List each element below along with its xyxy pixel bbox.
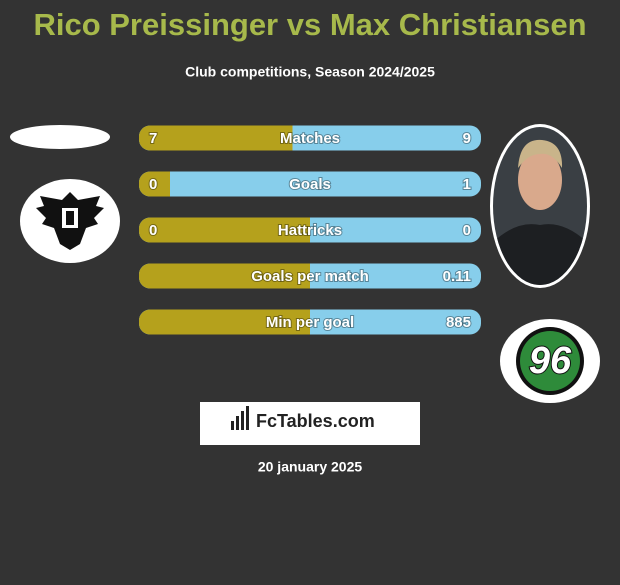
right-value: 9 [463, 130, 471, 147]
stat-label: Goals per match [251, 268, 369, 285]
title: Rico Preissinger vs Max Christiansen [33, 7, 586, 42]
stat-label: Min per goal [266, 314, 354, 331]
subtitle: Club competitions, Season 2024/2025 [185, 64, 435, 80]
left-value: 0 [149, 176, 157, 193]
bar-left [139, 263, 310, 289]
player-photo [490, 124, 590, 288]
right-value: 885 [446, 314, 471, 331]
bar-left [139, 125, 293, 151]
bar-left [139, 309, 310, 335]
bar-left [139, 217, 310, 243]
brand: FcTables.com [256, 411, 375, 431]
home-crest [20, 179, 120, 263]
right-value: 1 [463, 176, 471, 193]
left-value: 0 [149, 222, 157, 239]
left-value: 7 [149, 130, 157, 147]
right-value: 0.11 [443, 268, 471, 285]
stat-rows: Matches 7 9 Goals 0 1 Hattricks 0 0 Goals per mat… [139, 125, 481, 335]
date: 20 january 2025 [258, 459, 363, 475]
away-crest-text: 96 [529, 340, 572, 382]
bar-left [139, 171, 170, 197]
stat-label: Goals [289, 176, 331, 193]
brand-icon [231, 406, 249, 430]
bar-right [139, 171, 481, 197]
home-placeholder [10, 125, 110, 149]
stat-label: Matches [280, 130, 340, 147]
stat-label: Hattricks [278, 222, 342, 239]
right-value: 0 [463, 222, 471, 239]
away-crest: 96 [500, 319, 600, 403]
